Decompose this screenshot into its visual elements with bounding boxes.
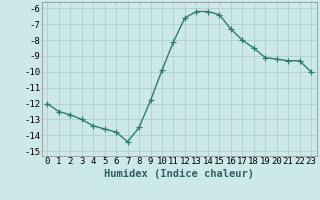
X-axis label: Humidex (Indice chaleur): Humidex (Indice chaleur) [104,169,254,179]
